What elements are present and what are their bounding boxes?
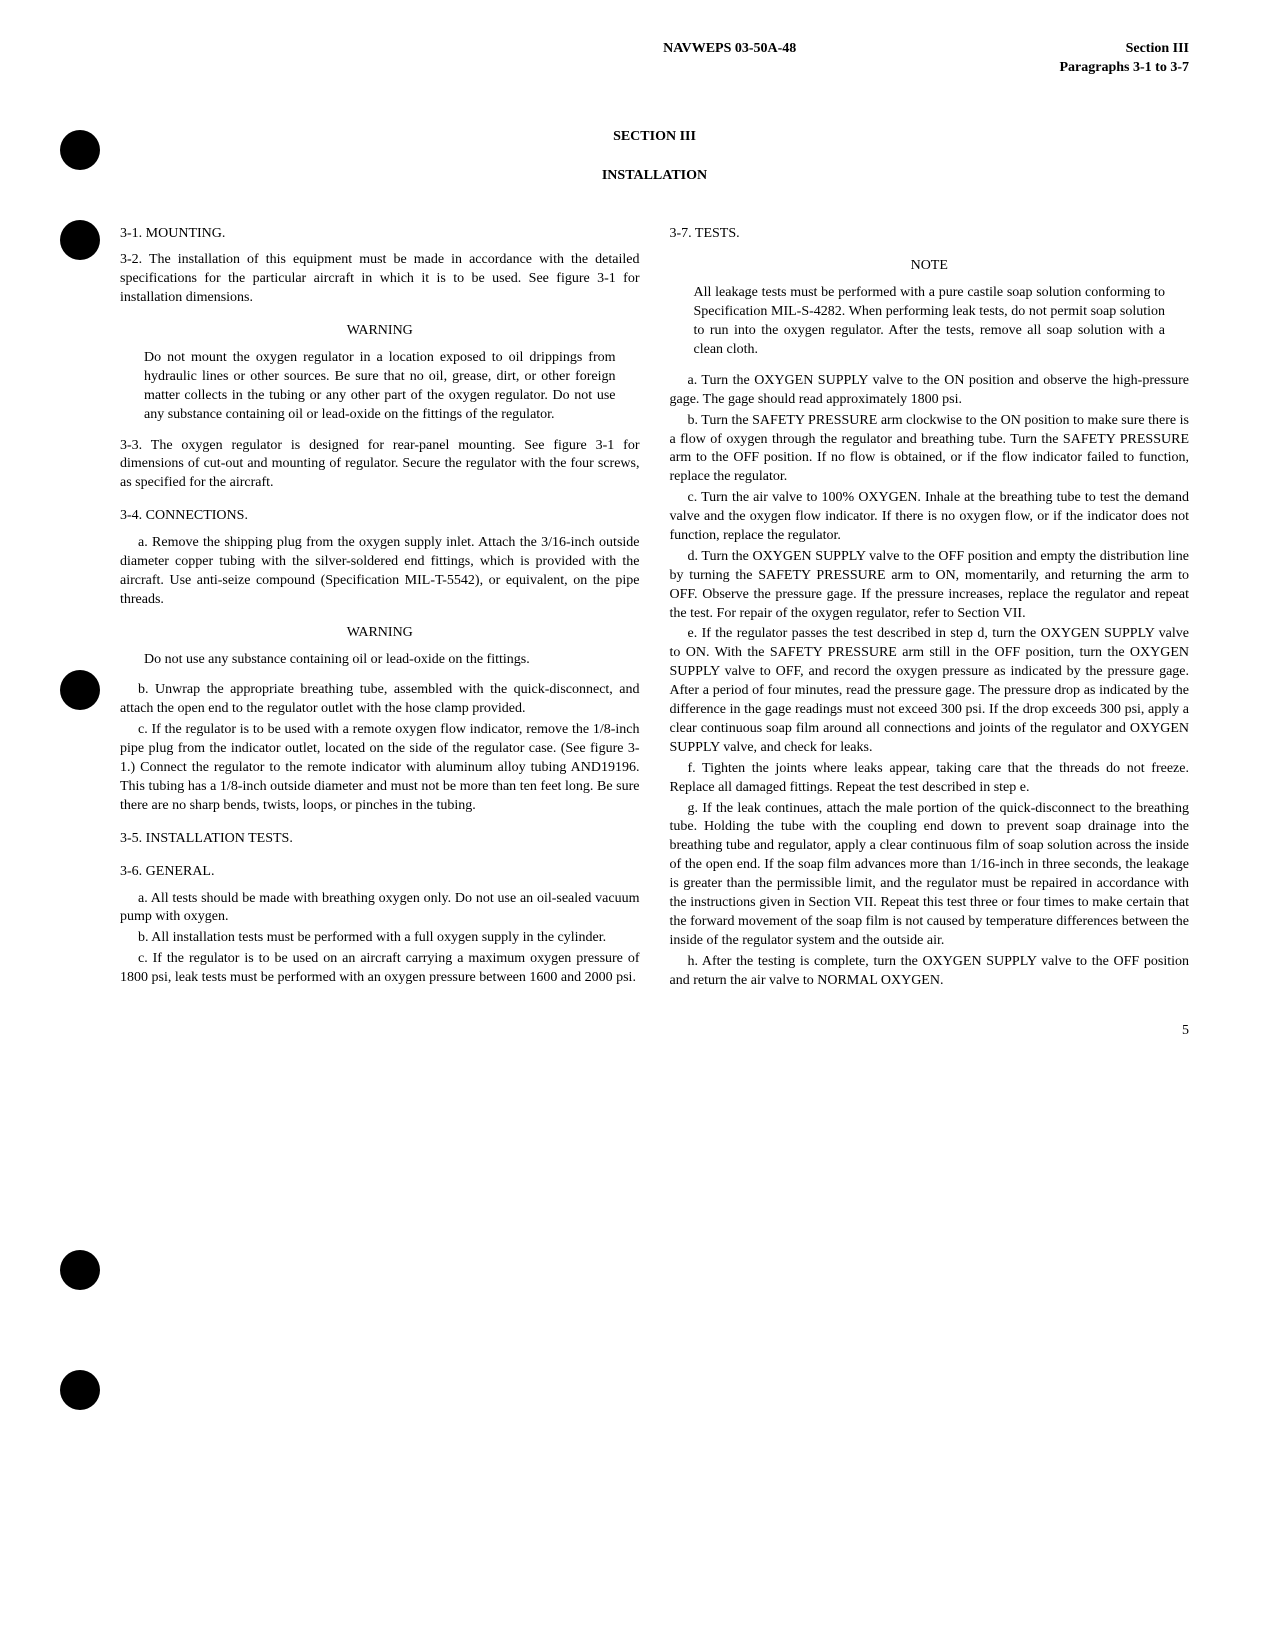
para-3-7-g: g. If the leak continues, attach the mal…	[670, 800, 1190, 951]
page-header: NAVWEPS 03-50A-48 Section III Paragraphs…	[120, 40, 1189, 78]
page-number: 5	[120, 1022, 1189, 1041]
para-3-7-e: e. If the regulator passes the test desc…	[670, 625, 1190, 757]
note-label: NOTE	[670, 257, 1190, 276]
para-3-7-f: f. Tighten the joints where leaks appear…	[670, 760, 1190, 798]
left-column: 3-1. MOUNTING. 3-2. The installation of …	[120, 211, 640, 993]
header-right: Section III Paragraphs 3-1 to 3-7	[1060, 40, 1190, 78]
para-3-6-c: c. If the regulator is to be used on an …	[120, 950, 640, 988]
punch-hole	[60, 670, 100, 710]
punch-hole	[60, 220, 100, 260]
para-3-2: 3-2. The installation of this equipment …	[120, 251, 640, 308]
punch-hole	[60, 1370, 100, 1410]
warning-text: Do not use any substance containing oil …	[120, 651, 640, 670]
paragraphs-label: Paragraphs 3-1 to 3-7	[1060, 59, 1190, 78]
warning-label: WARNING	[120, 322, 640, 341]
heading-general: 3-6. GENERAL.	[120, 863, 640, 882]
note-text: All leakage tests must be performed with…	[670, 284, 1190, 360]
warning-label: WARNING	[120, 624, 640, 643]
para-3-4-c: c. If the regulator is to be used with a…	[120, 721, 640, 815]
heading-connections: 3-4. CONNECTIONS.	[120, 507, 640, 526]
para-3-7-c: c. Turn the air valve to 100% OXYGEN. In…	[670, 489, 1190, 546]
para-3-7-b: b. Turn the SAFETY PRESSURE arm clockwis…	[670, 412, 1190, 488]
para-3-7-a: a. Turn the OXYGEN SUPPLY valve to the O…	[670, 372, 1190, 410]
heading-mounting: 3-1. MOUNTING.	[120, 225, 640, 244]
punch-hole	[60, 1250, 100, 1290]
heading-tests: 3-7. TESTS.	[670, 225, 1190, 244]
para-3-7-h: h. After the testing is complete, turn t…	[670, 953, 1190, 991]
para-3-6-b: b. All installation tests must be perfor…	[120, 929, 640, 948]
para-3-7-d: d. Turn the OXYGEN SUPPLY valve to the O…	[670, 548, 1190, 624]
para-3-3: 3-3. The oxygen regulator is designed fo…	[120, 437, 640, 494]
para-3-4-a: a. Remove the shipping plug from the oxy…	[120, 534, 640, 610]
content-columns: 3-1. MOUNTING. 3-2. The installation of …	[120, 211, 1189, 993]
section-label: Section III	[1060, 40, 1190, 59]
para-3-6-a: a. All tests should be made with breathi…	[120, 890, 640, 928]
para-3-4-b: b. Unwrap the appropriate breathing tube…	[120, 681, 640, 719]
warning-text: Do not mount the oxygen regulator in a l…	[120, 349, 640, 425]
section-subtitle: INSTALLATION	[120, 167, 1189, 186]
right-column: 3-7. TESTS. NOTE All leakage tests must …	[670, 211, 1190, 993]
punch-hole	[60, 130, 100, 170]
doc-id: NAVWEPS 03-50A-48	[120, 40, 1060, 78]
page: NAVWEPS 03-50A-48 Section III Paragraphs…	[0, 0, 1279, 1081]
section-title: SECTION III	[120, 128, 1189, 147]
heading-installation-tests: 3-5. INSTALLATION TESTS.	[120, 830, 640, 849]
